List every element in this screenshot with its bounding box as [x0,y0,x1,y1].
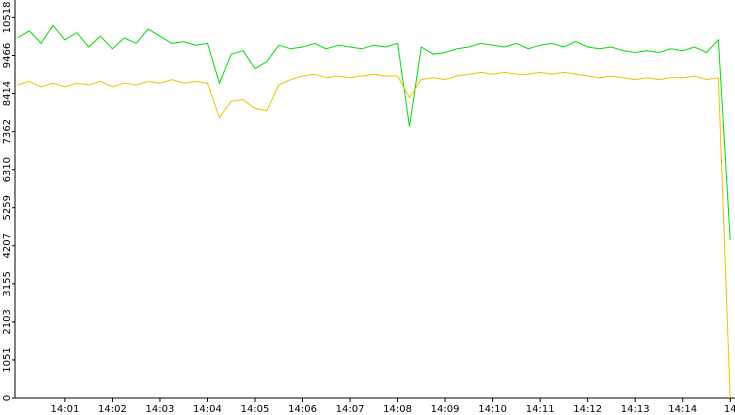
y-tick-label: 10518 [2,2,13,34]
y-tick-label: 8414 [2,81,13,106]
x-tick-label: 14:12 [573,404,602,415]
y-tick-label: 2103 [2,309,13,334]
x-tick-label: 14:01 [50,404,79,415]
y-tick-label: 0 [2,395,13,401]
y-tick-label: 9466 [2,43,13,68]
series-line [17,24,731,240]
x-tick-label: 14:10 [478,404,507,415]
x-tick-label: 14:02 [98,404,127,415]
x-tick-label: 14:08 [383,404,412,415]
y-tick-label: 6310 [2,157,13,182]
x-tick-label: 14 [724,404,735,415]
y-tick-label: 7362 [2,119,13,144]
x-tick-label: 14:11 [526,404,555,415]
x-tick-label: 14:13 [621,404,650,415]
y-tick-label: 3155 [2,271,13,296]
x-tick-label: 14:09 [431,404,460,415]
x-tick-label: 14:06 [288,404,317,415]
x-tick-label: 14:04 [193,404,222,415]
x-tick-label: 14:05 [241,404,270,415]
y-tick-label: 1051 [2,347,13,372]
y-tick-label: 5259 [2,195,13,220]
x-tick-label: 14:14 [668,404,697,415]
series-line [17,71,731,399]
y-tick-label: 4207 [2,233,13,258]
x-tick-label: 14:03 [146,404,175,415]
x-tick-label: 14:07 [336,404,365,415]
